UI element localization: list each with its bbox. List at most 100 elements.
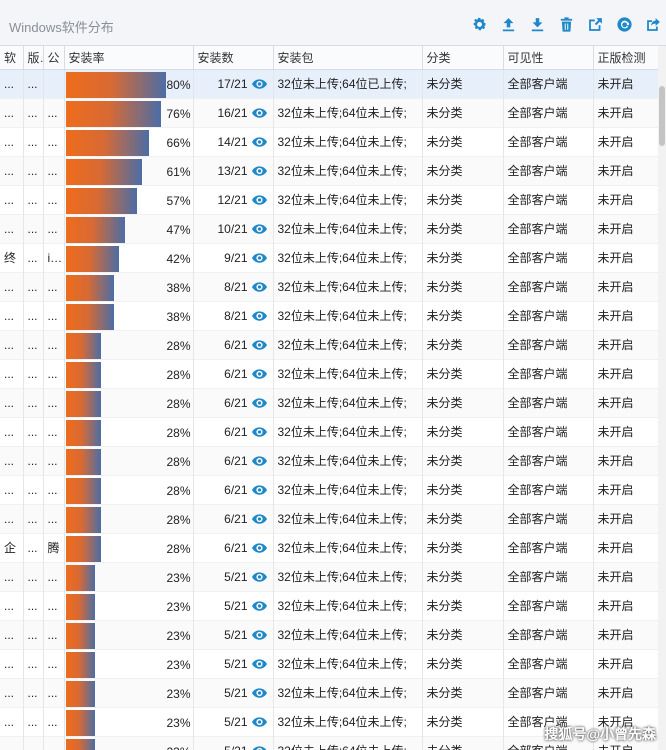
upload-button[interactable]: [499, 15, 517, 33]
cell-visibility: 全部客户端: [503, 475, 594, 504]
install-count-value: 8/21: [224, 279, 248, 294]
table-row[interactable]: 企... 腾 28% 6/21 32位未上传;64位未上传; 未分类 全部客户端 未开启: [0, 533, 658, 562]
cell-visibility: 全部客户端: [503, 185, 594, 214]
table-row[interactable]: ......... 47% 10/21 32位未上传;64位未上传; 未分类 全部客户端未…: [0, 214, 658, 243]
cell-software: ...: [0, 301, 24, 330]
cell-category: 未分类: [422, 388, 504, 417]
table-row[interactable]: ......... 28% 6/21 32位未上传;64位未上传; 未分类 全部客户端 未开…: [0, 504, 658, 533]
download-icon: [531, 17, 543, 31]
vertical-scrollbar[interactable]: [658, 46, 666, 750]
refresh-button[interactable]: [615, 15, 633, 33]
eye-icon[interactable]: [251, 716, 267, 727]
eye-icon[interactable]: [251, 136, 267, 147]
cell-version: ...: [23, 272, 44, 301]
table-row[interactable]: ......... 23% 5/21 32位未上传;64位未上传;未分类全部客户端未开…: [0, 562, 658, 591]
cell-install-rate: 23%: [64, 649, 194, 678]
cell-license-check: 未开启: [593, 591, 658, 620]
cell-software: ...: [0, 127, 24, 156]
cell-visibility: 全部客户端: [503, 330, 594, 359]
eye-icon[interactable]: [251, 455, 267, 466]
eye-icon[interactable]: [251, 571, 267, 582]
table-row[interactable]: ......... 23% 5/21 32位未上传;64位未上传;未分类全部客户端未开…: [0, 591, 658, 620]
eye-icon[interactable]: [251, 194, 267, 205]
column-header-visibility[interactable]: 可见性: [503, 46, 594, 70]
table-row[interactable]: ......... 38% 8/21 32位未上传;64位未上传; 未分类 全部客户端 未开…: [0, 272, 658, 301]
export-button[interactable]: [586, 15, 604, 33]
cell-package: 32位未上传;64位未上传;: [273, 649, 423, 678]
eye-icon[interactable]: [251, 484, 267, 495]
table-row[interactable]: ......... 23% 5/21 32位未上传;64位未上传;未分类全部客户端未开…: [0, 707, 658, 736]
table-row[interactable]: ......... 76% 16/21 32位未上传;64位未上传; 未分类 全部客户端未…: [0, 98, 658, 127]
table-row[interactable]: ......... 57% 12/21 32位未上传;64位未上传; 未分类 全部客户端未…: [0, 185, 658, 214]
eye-icon[interactable]: [251, 310, 267, 321]
delete-button[interactable]: [557, 15, 575, 33]
eye-icon[interactable]: [251, 397, 267, 408]
cell-software: ...: [0, 446, 24, 475]
table-row[interactable]: ......... 23% 5/21 32位未上传;64位未上传;未分类全部客户端未开…: [0, 620, 658, 649]
table-row[interactable]: ...... 80% 17/21 32位未上传;64位已上传; 未分类 全部客户端 未开启: [0, 69, 658, 98]
column-header-package[interactable]: 安装包: [273, 46, 423, 70]
eye-icon[interactable]: [251, 513, 267, 524]
cell-install-count: 6/21: [193, 359, 274, 388]
toolbar: [470, 15, 662, 33]
cell-install-rate: 28%: [64, 359, 194, 388]
column-header-company[interactable]: 公: [43, 46, 65, 70]
table-row[interactable]: ......... 28% 6/21 32位未上传;64位未上传; 未分类 全部客户端 未开…: [0, 359, 658, 388]
cell-company: [43, 69, 65, 98]
table-row[interactable]: ......... 28% 6/21 32位未上传;64位未上传; 未分类 全部客户端 未开…: [0, 475, 658, 504]
eye-icon[interactable]: [251, 107, 267, 118]
cell-visibility: 全部客户端: [503, 214, 594, 243]
cell-install-rate: 28%: [64, 417, 194, 446]
eye-icon[interactable]: [251, 252, 267, 263]
table-row[interactable]: ......... 28% 6/21 32位未上传;64位未上传; 未分类 全部客户端 未开…: [0, 417, 658, 446]
eye-icon[interactable]: [251, 223, 267, 234]
eye-icon[interactable]: [251, 78, 267, 89]
column-header-license-check[interactable]: 正版检测: [593, 46, 658, 70]
install-rate-bar: [65, 709, 95, 736]
cell-license-check: 未开启: [593, 301, 658, 330]
eye-icon[interactable]: [251, 368, 267, 379]
cell-company: i...: [43, 243, 65, 272]
cell-category: 未分类: [422, 214, 504, 243]
table-row[interactable]: ......... 28% 6/21 32位未上传;64位未上传; 未分类 全部客户端 未开…: [0, 388, 658, 417]
cell-version: ...: [23, 98, 44, 127]
table-row[interactable]: ......... 28% 6/21 32位未上传;64位未上传; 未分类 全部客户端 未开…: [0, 330, 658, 359]
share-button[interactable]: [644, 15, 662, 33]
column-header-software[interactable]: 软: [0, 46, 24, 70]
eye-icon[interactable]: [251, 629, 267, 640]
table-row[interactable]: ......... 61% 13/21 32位未上传;64位未上传; 未分类 全部客户端未…: [0, 156, 658, 185]
install-rate-bar: [65, 419, 101, 446]
eye-icon[interactable]: [251, 745, 267, 750]
eye-icon[interactable]: [251, 658, 267, 669]
column-header-install-count[interactable]: 安装数: [193, 46, 274, 70]
table-row[interactable]: ......... 23% 5/21 32位未上传;64位未上传;未分类全部客户端未开…: [0, 736, 658, 750]
download-button[interactable]: [528, 15, 546, 33]
table-row[interactable]: 终... i... 42% 9/21 32位未上传;64位未上传; 未分类 全部客户端 未开启: [0, 243, 658, 272]
install-rate-percent: 28%: [166, 483, 191, 498]
eye-icon[interactable]: [251, 687, 267, 698]
eye-icon[interactable]: [251, 165, 267, 176]
eye-icon[interactable]: [251, 339, 267, 350]
cell-install-count: 6/21: [193, 446, 274, 475]
cell-visibility: 全部客户端: [503, 359, 594, 388]
column-header-install-rate[interactable]: 安装率: [64, 46, 194, 70]
table-row[interactable]: ......... 66% 14/21 32位未上传;64位未上传; 未分类 全部客户端未…: [0, 127, 658, 156]
column-header-category[interactable]: 分类: [422, 46, 504, 70]
table-row[interactable]: ......... 23% 5/21 32位未上传;64位未上传;未分类全部客户端未开…: [0, 678, 658, 707]
table-row[interactable]: ......... 28% 6/21 32位未上传;64位未上传; 未分类 全部客户端 未开…: [0, 446, 658, 475]
settings-button[interactable]: [470, 15, 488, 33]
eye-icon[interactable]: [251, 281, 267, 292]
cell-company: ...: [43, 301, 65, 330]
cell-version: ...: [23, 736, 44, 750]
eye-icon[interactable]: [251, 542, 267, 553]
cell-install-count: 9/21: [193, 243, 274, 272]
table-row[interactable]: ......... 23% 5/21 32位未上传;64位未上传;未分类全部客户端未开…: [0, 649, 658, 678]
eye-icon[interactable]: [251, 600, 267, 611]
cell-license-check: 未开启: [593, 127, 658, 156]
install-count-value: 8/21: [224, 308, 248, 323]
cell-license-check: 未开启: [593, 69, 658, 98]
column-header-version[interactable]: 版: [23, 46, 44, 70]
eye-icon[interactable]: [251, 426, 267, 437]
scrollbar-thumb[interactable]: [659, 86, 665, 146]
table-row[interactable]: ......... 38% 8/21 32位未上传;64位未上传; 未分类 全部客户端 未开…: [0, 301, 658, 330]
